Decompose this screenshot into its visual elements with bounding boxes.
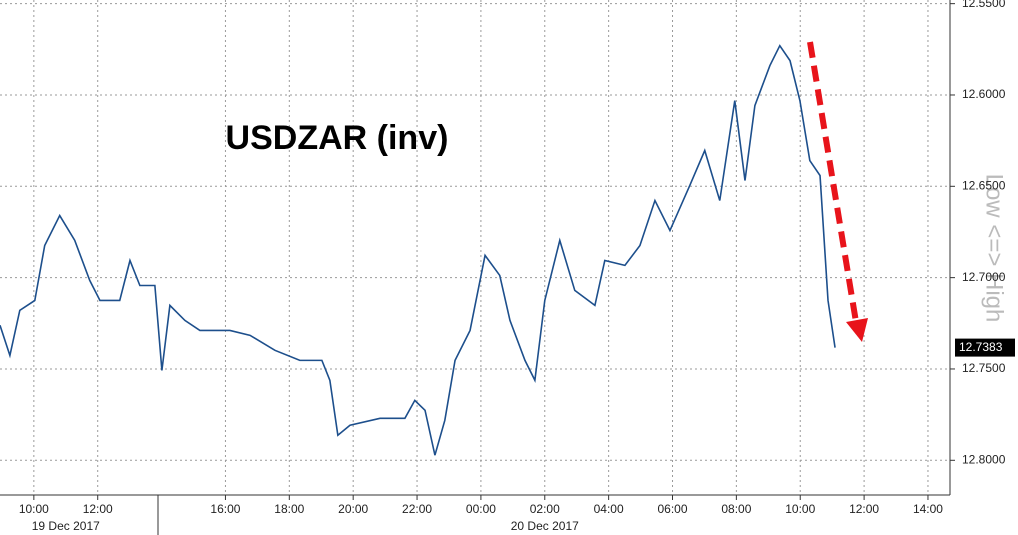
x-tick-label: 20:00	[338, 502, 368, 516]
y-tick-label: 12.6000	[962, 87, 1006, 101]
plot-area	[0, 0, 950, 495]
x-tick-label: 04:00	[594, 502, 624, 516]
y-tick-label: 12.7500	[962, 361, 1006, 375]
chart-title: USDZAR (inv)	[226, 119, 449, 157]
y-tick-label: 12.5500	[962, 0, 1006, 10]
x-tick-label: 10:00	[785, 502, 815, 516]
x-tick-label: 02:00	[530, 502, 560, 516]
x-tick-label: 16:00	[210, 502, 240, 516]
x-tick-label: 10:00	[19, 502, 49, 516]
x-tick-label: 06:00	[657, 502, 687, 516]
x-tick-label: 22:00	[402, 502, 432, 516]
x-tick-label: 08:00	[721, 502, 751, 516]
y-axis-label: Low <=> High	[981, 174, 1008, 323]
date-label: 20 Dec 2017	[511, 519, 579, 533]
layer	[0, 0, 950, 495]
y-tick-label: 12.6500	[962, 178, 1006, 192]
price-line	[0, 44, 836, 456]
y-tick-label: 12.8000	[962, 452, 1006, 466]
x-tick-label: 12:00	[849, 502, 879, 516]
x-tick-label: 18:00	[274, 502, 304, 516]
last-value-label: 12.7383	[959, 340, 1003, 354]
x-tick-label: 12:00	[83, 502, 113, 516]
last-value-box	[955, 338, 1015, 357]
y-tick-label: 12.7000	[962, 270, 1006, 284]
date-label: 19 Dec 2017	[32, 519, 100, 533]
x-tick-label: 14:00	[913, 502, 943, 516]
arrow-annotation	[807, 41, 868, 342]
x-tick-label: 00:00	[466, 502, 496, 516]
